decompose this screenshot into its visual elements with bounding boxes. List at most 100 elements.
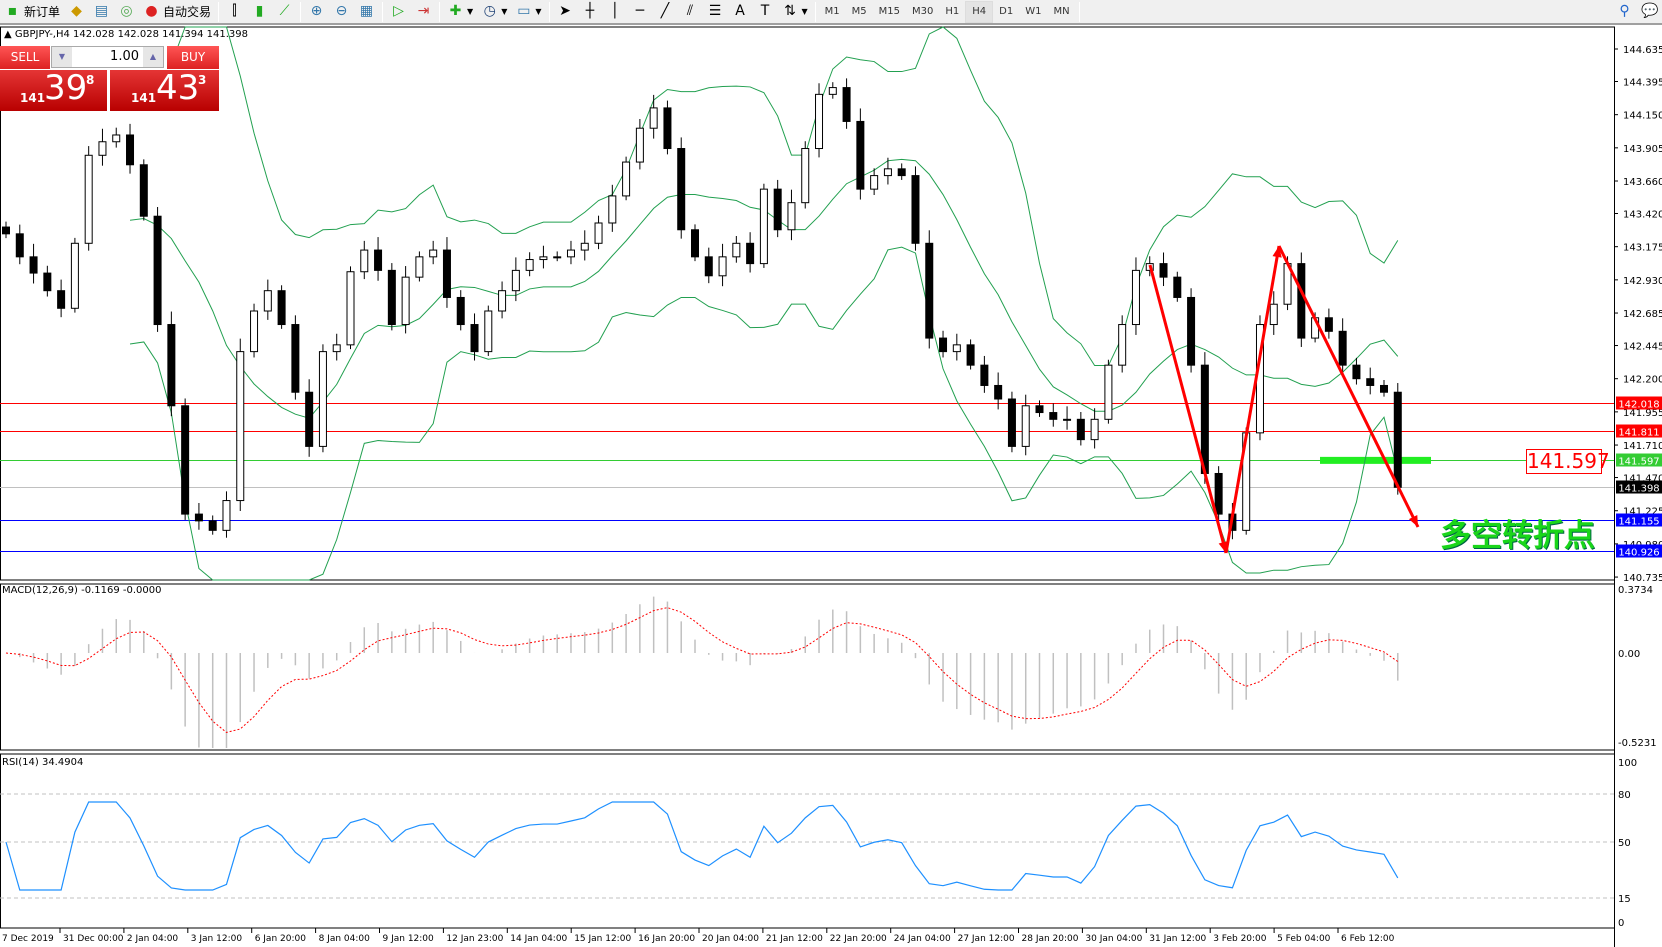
lot-size-stepper[interactable]: ▼ 1.00 ▲: [51, 46, 164, 68]
timeframe-h1[interactable]: H1: [945, 6, 960, 17]
chart-shift-icon: ⇥: [417, 3, 430, 19]
price-tick-label: 141.710: [1623, 441, 1662, 452]
line-chart-button[interactable]: ⟋: [272, 1, 297, 23]
timeframe-w1[interactable]: W1: [1025, 6, 1042, 17]
cursor-tool[interactable]: ➤: [553, 1, 578, 23]
chart-header: ▲ GBPJPY-,H4 142.028 142.028 141.394 141…: [4, 29, 248, 40]
ask-price-button[interactable]: 141 43 3: [110, 68, 219, 111]
bear-candle: [1187, 296, 1196, 366]
search-button[interactable]: ⚲: [1612, 1, 1637, 23]
bear-candle: [456, 296, 465, 326]
timeframe-h4[interactable]: H4: [965, 0, 994, 23]
vertical-line-icon: │: [610, 3, 620, 19]
turning-point-annotation[interactable]: 多空转折点: [1440, 518, 1595, 554]
periods-button[interactable]: ◷ ▼: [477, 1, 511, 23]
macd-panel-frame: [0, 583, 1615, 751]
time-tick-label: 30 Jan 04:00: [1085, 934, 1142, 944]
templates-button[interactable]: ▭ ▼: [511, 1, 545, 23]
bid-price-button[interactable]: 141 39 8: [0, 68, 107, 111]
bear-candle: [966, 344, 975, 366]
timeframe-m15[interactable]: M15: [878, 6, 901, 17]
new-order-button[interactable]: ▪ 新订单: [0, 1, 64, 23]
bull-candle: [759, 188, 768, 265]
price-tick-label: 142.685: [1623, 309, 1662, 320]
price-tick-label: 141.225: [1623, 507, 1662, 518]
time-tick-label: 14 Jan 04:00: [510, 934, 567, 944]
crosshair-tool[interactable]: ┼: [578, 1, 603, 23]
vertical-line-tool[interactable]: │: [603, 1, 628, 23]
arrows-tool[interactable]: ⇅ ▼: [778, 1, 812, 23]
lot-increase-button[interactable]: ▲: [143, 47, 163, 67]
bear-candle: [1366, 378, 1375, 386]
level-annotation-label[interactable]: 141.597: [1526, 449, 1610, 474]
candlestick-button[interactable]: ▮: [247, 1, 272, 23]
indicators-button[interactable]: ✚ ▼: [443, 1, 477, 23]
timeframe-d1[interactable]: D1: [999, 6, 1014, 17]
rsi-tick-label: 15: [1618, 894, 1631, 905]
timeframe-m30[interactable]: M30: [912, 6, 934, 17]
text-label-tool[interactable]: T: [753, 1, 778, 23]
bar-chart-button[interactable]: ⫿: [222, 1, 247, 23]
bull-candle: [401, 276, 410, 326]
bear-candle: [704, 256, 713, 277]
candlestick-icon: ▮: [255, 3, 264, 19]
lot-decrease-button[interactable]: ▼: [52, 47, 72, 67]
add-indicator-icon: ✚: [449, 3, 462, 19]
level-price-badge: [1616, 453, 1662, 467]
market-watch-button[interactable]: ▤: [89, 1, 114, 23]
macd-tick-label: -0.5231: [1618, 738, 1657, 749]
bull-candle: [498, 290, 507, 312]
zoom-in-button[interactable]: ⊕: [304, 1, 329, 23]
bear-candle: [1297, 263, 1306, 339]
bull-candle: [360, 249, 369, 273]
equidistant-channel-tool[interactable]: ⫽: [678, 1, 703, 23]
bull-candle: [84, 154, 93, 244]
fibonacci-tool[interactable]: ☰: [703, 1, 728, 23]
bear-candle: [842, 87, 851, 122]
bear-candle: [1035, 405, 1044, 414]
level-price-badge: [1616, 396, 1662, 410]
rsi-tick-label: 100: [1618, 758, 1637, 769]
bear-candle: [1352, 364, 1361, 380]
buy-button[interactable]: BUY: [167, 46, 219, 70]
timeframe-m5[interactable]: M5: [851, 6, 867, 17]
time-tick-label: 6 Jan 20:00: [255, 934, 307, 944]
zoom-out-button[interactable]: ⊖: [329, 1, 354, 23]
timeframe-mn[interactable]: MN: [1053, 6, 1070, 17]
time-tick-label: 5 Feb 04:00: [1277, 934, 1331, 944]
ask-pipette: 3: [198, 73, 207, 87]
bull-candle: [415, 256, 424, 278]
bear-candle: [43, 272, 52, 292]
bull-candle: [718, 256, 727, 277]
channel-icon: ⫽: [686, 3, 694, 19]
template-icon: ▭: [517, 3, 531, 19]
auto-scroll-button[interactable]: ▷: [386, 1, 411, 23]
bull-candle: [1090, 418, 1099, 441]
text-tool[interactable]: A: [728, 1, 753, 23]
collapse-triangle-icon[interactable]: ▲: [4, 29, 15, 40]
price-tick-label: 143.420: [1623, 210, 1662, 221]
bull-candle: [594, 222, 603, 244]
trendline-tool[interactable]: ╱: [653, 1, 678, 23]
timeframe-m1[interactable]: M1: [824, 6, 840, 17]
tile-windows-button[interactable]: ▦: [354, 1, 379, 23]
sell-button[interactable]: SELL: [0, 46, 50, 70]
auto-trading-button[interactable]: ● 自动交易: [139, 1, 215, 23]
level-price-text: 141.398: [1618, 484, 1659, 495]
bar-chart-icon: ⫿: [232, 3, 237, 19]
bull-candle: [98, 141, 107, 156]
time-tick-label: 27 Jan 12:00: [958, 934, 1015, 944]
rsi-tick-label: 50: [1618, 838, 1631, 849]
signals-button[interactable]: ◎: [114, 1, 139, 23]
bull-candle: [1021, 405, 1030, 447]
bear-candle: [126, 134, 135, 166]
horizontal-line-tool[interactable]: ─: [628, 1, 653, 23]
chat-button[interactable]: 💬: [1637, 1, 1662, 23]
chart-shift-button[interactable]: ⇥: [411, 1, 436, 23]
bull-candle: [553, 256, 562, 259]
bull-candle: [566, 249, 575, 258]
bear-candle: [470, 324, 479, 353]
lot-size-input[interactable]: 1.00: [110, 49, 139, 64]
history-center-button[interactable]: ◆: [64, 1, 89, 23]
